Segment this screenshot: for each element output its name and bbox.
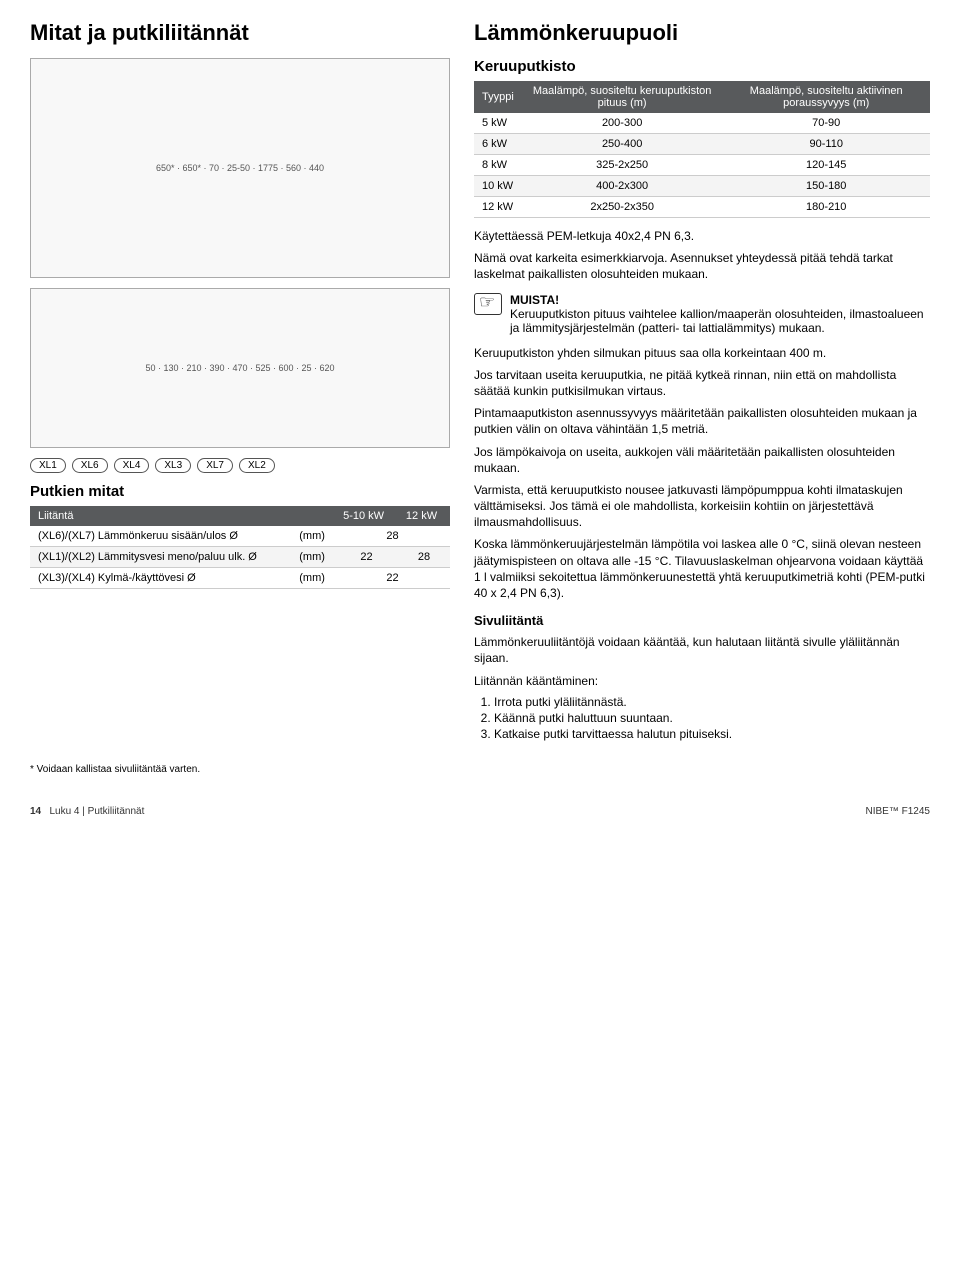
keruu-body: 5 kW200-30070-906 kW250-40090-1108 kW325… [474, 113, 930, 218]
sivu-title: Sivuliitäntä [474, 613, 930, 628]
sivu-step: Käännä putki haluttuun suuntaan. [494, 711, 930, 725]
sivu-step: Katkaise putki tarvittaessa halutun pitu… [494, 727, 930, 741]
xl-label: XL2 [239, 458, 275, 473]
note-body-text: Keruuputkiston pituus vaihtelee kallion/… [510, 307, 924, 335]
note-title: MUISTA! [510, 293, 930, 307]
sivu-p2: Liitännän kääntäminen: [474, 673, 930, 689]
keruu-table: TyyppiMaalämpö, suositeltu keruuputkisto… [474, 81, 930, 218]
xl-label: XL1 [30, 458, 66, 473]
sivu-p1: Lämmönkeruuliitäntöjä voidaan kääntää, k… [474, 634, 930, 666]
keruu-subtitle: Keruuputkisto [474, 58, 930, 75]
xl-label: XL4 [114, 458, 150, 473]
xl-label: XL3 [155, 458, 191, 473]
footnote: * Voidaan kallistaa sivuliitäntää varten… [30, 763, 930, 777]
para-5: Pintamaaputkiston asennussyvyys määritet… [474, 405, 930, 437]
footer-chapter: Luku 4 | Putkiliitännät [49, 806, 144, 817]
para-esimerkki: Nämä ovat karkeita esimerkkiarvoja. Asen… [474, 250, 930, 282]
putki-header-row: Liitäntä5-10 kW12 kW [30, 506, 450, 526]
diagram-top: 650* · 650* · 70 · 25-50 · 1775 · 560 · … [30, 58, 450, 278]
para-pem: Käytettäessä PEM-letkuja 40x2,4 PN 6,3. [474, 228, 930, 244]
footer-product: NIBE™ F1245 [866, 806, 930, 817]
right-title: Lämmönkeruupuoli [474, 20, 930, 46]
xl-label: XL6 [72, 458, 108, 473]
para-7: Varmista, että keruuputkisto nousee jatk… [474, 482, 930, 531]
note-box: MUISTA! Keruuputkiston pituus vaihtelee … [474, 293, 930, 335]
sivu-steps: Irrota putki yläliitännästä. Käännä putki… [494, 695, 930, 741]
sivu-step: Irrota putki yläliitännästä. [494, 695, 930, 709]
putki-table: Liitäntä5-10 kW12 kW (XL6)/(XL7) Lämmönk… [30, 506, 450, 589]
diagram-bottom: 50 · 130 · 210 · 390 · 470 · 525 · 600 ·… [30, 288, 450, 448]
hand-icon [474, 293, 502, 315]
para-8: Koska lämmönkeruujärjestelmän lämpötila … [474, 536, 930, 601]
putki-title: Putkien mitat [30, 483, 450, 500]
xl-label: XL7 [197, 458, 233, 473]
diagram-top-dims: 650* · 650* · 70 · 25-50 · 1775 · 560 · … [156, 163, 324, 173]
para-4: Jos tarvitaan useita keruuputkia, ne pit… [474, 367, 930, 399]
para-6: Jos lämpökaivoja on useita, aukkojen väl… [474, 444, 930, 476]
page-footer: 14 Luku 4 | Putkiliitännät NIBE™ F1245 [30, 806, 930, 817]
left-title: Mitat ja putkiliitännät [30, 20, 450, 46]
footer-page: 14 [30, 806, 41, 817]
diagram-bottom-dims: 50 · 130 · 210 · 390 · 470 · 525 · 600 ·… [145, 363, 334, 373]
keruu-header-row: TyyppiMaalämpö, suositeltu keruuputkisto… [474, 81, 930, 113]
xl-label-row: XL1 XL6 XL4 XL3 XL7 XL2 [30, 458, 450, 473]
putki-body: (XL6)/(XL7) Lämmönkeruu sisään/ulos Ø(mm… [30, 526, 450, 589]
para-3: Keruuputkiston yhden silmukan pituus saa… [474, 345, 930, 361]
